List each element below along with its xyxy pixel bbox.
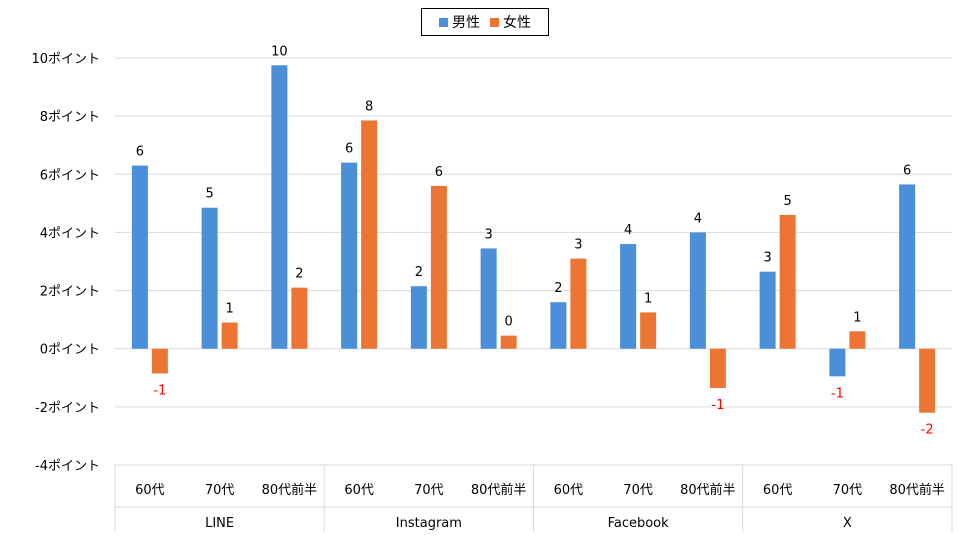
- bar-female: [291, 287, 308, 349]
- category-label: 80代前半: [889, 482, 945, 498]
- category-label: 70代: [205, 483, 235, 498]
- data-label-female: -1: [153, 383, 166, 398]
- data-label-female: 1: [853, 310, 861, 325]
- bar-male: [341, 162, 358, 349]
- bar-male: [410, 286, 427, 349]
- data-label-male: 10: [271, 44, 288, 59]
- bar-male: [201, 207, 218, 349]
- data-label-male: 6: [903, 163, 911, 178]
- data-label-male: -1: [831, 386, 844, 401]
- group-label: X: [843, 516, 852, 531]
- data-label-female: 1: [644, 291, 652, 306]
- bar-female: [640, 312, 657, 349]
- legend-item-male: 男性: [439, 12, 480, 32]
- bar-male: [271, 65, 288, 349]
- category-label: 70代: [833, 483, 863, 498]
- bar-male: [550, 302, 567, 349]
- data-label-female: 1: [225, 302, 233, 317]
- data-label-male: 3: [763, 251, 771, 266]
- data-label-female: -1: [711, 398, 724, 413]
- data-label-male: 4: [694, 211, 702, 226]
- category-label: 80代前半: [680, 482, 736, 498]
- y-tick-label: 2ポイント: [40, 285, 100, 300]
- legend-item-female: 女性: [490, 12, 531, 32]
- data-label-female: 6: [435, 165, 443, 180]
- legend: 男性 女性: [421, 8, 549, 36]
- bar-female: [779, 214, 796, 349]
- group-label: Facebook: [608, 516, 670, 531]
- bar-male: [131, 165, 148, 349]
- bar-female: [849, 331, 866, 349]
- data-label-female: 0: [504, 315, 512, 330]
- data-label-male: 6: [345, 142, 353, 157]
- bar-female: [430, 185, 447, 349]
- category-label: 60代: [554, 483, 584, 498]
- data-label-male: 5: [205, 187, 213, 202]
- category-label: 80代前半: [471, 482, 527, 498]
- y-tick-label: 6ポイント: [40, 168, 100, 183]
- bar-male: [689, 232, 706, 349]
- bar-female: [500, 335, 517, 349]
- data-label-male: 6: [136, 145, 144, 160]
- data-label-female: 5: [783, 194, 791, 209]
- category-label: 60代: [135, 483, 165, 498]
- legend-swatch-male: [439, 17, 448, 27]
- group-label: LINE: [205, 516, 234, 531]
- data-label-male: 4: [624, 223, 632, 238]
- bar-male: [899, 184, 916, 349]
- data-label-female: -2: [921, 423, 934, 438]
- y-tick-label: 8ポイント: [40, 110, 100, 125]
- category-label: 60代: [344, 483, 374, 498]
- legend-swatch-female: [490, 17, 499, 27]
- bar-male: [759, 271, 776, 349]
- data-label-male: 3: [484, 227, 492, 242]
- category-label: 60代: [763, 483, 793, 498]
- data-label-male: 2: [415, 265, 423, 280]
- bar-male: [620, 244, 637, 349]
- y-tick-label: 0ポイント: [40, 343, 100, 358]
- legend-label-male: 男性: [452, 15, 480, 31]
- data-label-female: 8: [365, 100, 373, 115]
- category-label: 70代: [414, 483, 444, 498]
- y-tick-label: 4ポイント: [40, 226, 100, 241]
- data-label-female: 2: [295, 267, 303, 282]
- bar-female: [361, 120, 378, 349]
- bar-female: [570, 258, 587, 349]
- legend-label-female: 女性: [503, 15, 531, 31]
- bar-male: [829, 348, 846, 377]
- category-label: 80代前半: [262, 482, 318, 498]
- y-tick-label: -4ポイント: [35, 459, 100, 474]
- y-tick-label: 10ポイント: [31, 52, 100, 67]
- group-label: Instagram: [396, 516, 462, 531]
- bar-female: [709, 348, 726, 388]
- data-label-male: 2: [554, 281, 562, 296]
- y-tick-label: -2ポイント: [35, 401, 100, 416]
- data-label-female: 3: [574, 238, 582, 253]
- bar-female: [221, 322, 238, 349]
- bar-female: [151, 348, 168, 374]
- bar-female: [919, 348, 936, 413]
- bar-male: [480, 248, 497, 349]
- category-label: 70代: [623, 483, 653, 498]
